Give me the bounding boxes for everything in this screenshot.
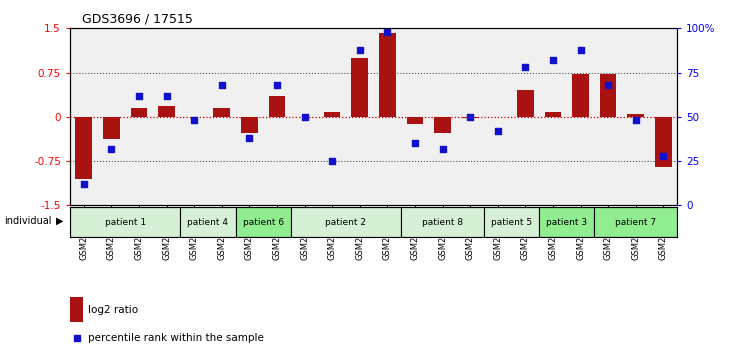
Bar xyxy=(517,90,534,117)
Text: patient 3: patient 3 xyxy=(546,218,587,227)
Point xyxy=(409,141,421,146)
Bar xyxy=(655,117,672,167)
Point xyxy=(271,82,283,88)
Bar xyxy=(573,74,589,117)
Bar xyxy=(379,33,396,117)
Point xyxy=(216,82,227,88)
Point xyxy=(326,158,338,164)
Point xyxy=(78,181,90,187)
Text: patient 7: patient 7 xyxy=(615,218,657,227)
Bar xyxy=(545,112,562,117)
Bar xyxy=(351,58,368,117)
Point xyxy=(575,47,587,52)
Bar xyxy=(158,106,175,117)
Point xyxy=(602,82,614,88)
Point xyxy=(188,118,200,123)
Point xyxy=(244,135,255,141)
Text: log2 ratio: log2 ratio xyxy=(88,305,138,315)
Text: patient 8: patient 8 xyxy=(422,218,463,227)
Text: patient 2: patient 2 xyxy=(325,218,367,227)
Point xyxy=(160,93,172,98)
Point xyxy=(133,93,145,98)
Point xyxy=(354,47,366,52)
Bar xyxy=(406,117,423,124)
Point xyxy=(138,255,150,261)
Bar xyxy=(401,207,484,237)
Bar xyxy=(627,114,644,117)
Bar xyxy=(75,117,92,179)
Bar xyxy=(600,74,617,117)
Bar xyxy=(180,207,236,237)
Text: GDS3696 / 17515: GDS3696 / 17515 xyxy=(82,13,193,26)
Bar xyxy=(269,96,285,117)
Text: patient 1: patient 1 xyxy=(105,218,146,227)
Point xyxy=(105,146,117,152)
Point xyxy=(381,29,393,35)
Bar xyxy=(324,112,340,117)
Point xyxy=(492,128,503,134)
Text: patient 4: patient 4 xyxy=(188,218,228,227)
Bar xyxy=(462,117,478,118)
Point xyxy=(299,114,311,120)
Bar xyxy=(70,207,180,237)
Bar xyxy=(595,207,677,237)
Bar xyxy=(539,207,595,237)
Point xyxy=(657,153,669,159)
Bar xyxy=(103,117,119,139)
Bar xyxy=(236,207,291,237)
Text: patient 6: patient 6 xyxy=(243,218,283,227)
Point xyxy=(464,114,476,120)
Text: percentile rank within the sample: percentile rank within the sample xyxy=(88,333,263,343)
Bar xyxy=(291,207,401,237)
Bar xyxy=(241,117,258,133)
Text: patient 5: patient 5 xyxy=(491,218,532,227)
Bar xyxy=(434,117,450,133)
Bar xyxy=(185,117,202,118)
Text: individual: individual xyxy=(4,216,52,226)
Point xyxy=(547,57,559,63)
Bar xyxy=(484,207,539,237)
Point xyxy=(630,118,642,123)
Point xyxy=(520,64,531,70)
Point xyxy=(436,146,448,152)
Text: ▶: ▶ xyxy=(56,216,63,226)
Bar xyxy=(130,108,147,117)
Bar xyxy=(213,108,230,117)
